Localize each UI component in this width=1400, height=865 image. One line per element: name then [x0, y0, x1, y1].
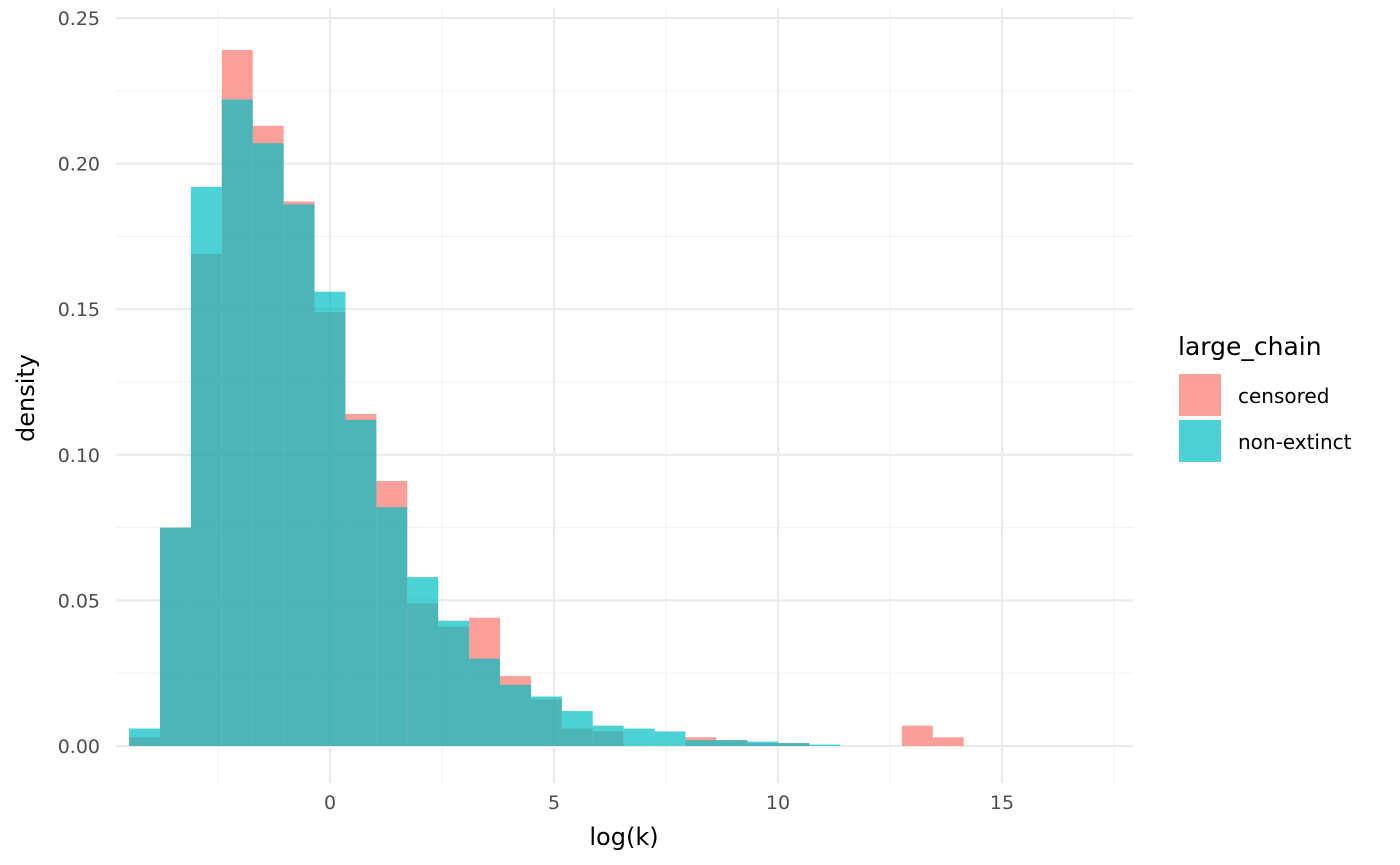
y-tick-label: 0.25: [58, 8, 100, 30]
histogram-bar: [901, 725, 933, 746]
legend-swatch-censored: [1179, 374, 1221, 416]
histogram-bar: [561, 711, 593, 746]
legend-swatch-non-extinct: [1179, 420, 1221, 462]
y-tick-label: 0.00: [58, 736, 100, 758]
x-tick-label: 10: [766, 792, 790, 814]
histogram-bar: [747, 741, 779, 746]
x-tick-label: 0: [324, 792, 336, 814]
y-tick-label: 0.10: [58, 445, 100, 467]
histogram-bar: [438, 620, 470, 746]
legend-label-censored: censored: [1238, 384, 1329, 408]
legend-label-non-extinct: non-extinct: [1238, 430, 1352, 454]
x-axis-tick-labels: 0 5 10 15: [324, 792, 1014, 814]
y-tick-label: 0.15: [58, 299, 100, 321]
x-tick-label: 5: [548, 792, 560, 814]
histogram-bar: [190, 186, 222, 746]
histogram-bar: [159, 527, 191, 746]
y-tick-label: 0.20: [58, 154, 100, 176]
histogram-bar: [283, 204, 315, 747]
histogram-bar: [685, 740, 717, 746]
histogram-bar: [407, 577, 439, 746]
y-axis-tick-labels: 0.00 0.05 0.10 0.15 0.20 0.25: [58, 8, 100, 758]
histogram-bar: [530, 696, 562, 746]
x-tick-label: 15: [990, 792, 1014, 814]
histogram-bar: [500, 684, 531, 746]
histogram-bar: [809, 744, 841, 746]
histogram-bar: [345, 419, 377, 746]
legend-title: large_chain: [1178, 332, 1322, 361]
series-non-extinct: [129, 99, 841, 747]
histogram-bar: [252, 143, 284, 746]
histogram-bar: [592, 725, 624, 746]
histogram-bar: [314, 291, 346, 746]
y-tick-label: 0.05: [58, 590, 100, 612]
histogram-bar: [623, 728, 655, 746]
legend: large_chain censored non-extinct: [1178, 332, 1352, 462]
x-axis-title: log(k): [589, 823, 658, 851]
histogram-bars: [129, 50, 964, 747]
y-axis-title: density: [12, 354, 40, 442]
histogram-bar: [716, 740, 748, 746]
histogram-bar: [469, 658, 501, 746]
histogram-bar: [221, 99, 253, 746]
histogram-bar: [778, 743, 810, 746]
histogram-bar: [932, 737, 964, 746]
histogram-bar: [129, 728, 160, 746]
histogram-bar: [654, 731, 686, 746]
histogram-bar: [376, 507, 408, 746]
